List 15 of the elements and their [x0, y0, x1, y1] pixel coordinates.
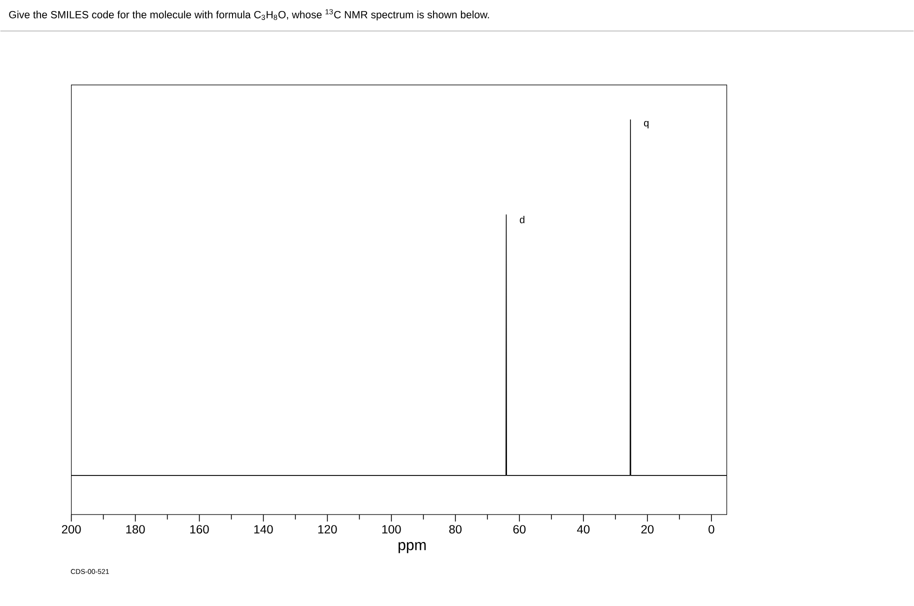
- x-tick-label: 40: [577, 524, 590, 534]
- annotation: q: [644, 120, 649, 128]
- x-tick-label: 120: [318, 524, 337, 534]
- x-tick-label: 60: [513, 524, 526, 534]
- x-axis-title: ppm: [398, 542, 426, 553]
- chart-title: Give the SMILES code for the molecule with formula C$_{3}$H$_{8}$O, whose $^{13}$C NMR spectrum is shown below.: [9, 8, 489, 20]
- annotation: d: [520, 216, 524, 224]
- x-tick-label: 200: [62, 524, 81, 534]
- x-tick-label: 0: [708, 524, 714, 534]
- x-tick-label: 140: [254, 524, 273, 534]
- x-tick-label: 160: [190, 524, 209, 534]
- x-tick-label: 80: [449, 524, 462, 534]
- x-tick-label: 20: [641, 524, 654, 534]
- x-tick-label: 180: [126, 524, 145, 534]
- x-tick-label: 100: [382, 524, 401, 534]
